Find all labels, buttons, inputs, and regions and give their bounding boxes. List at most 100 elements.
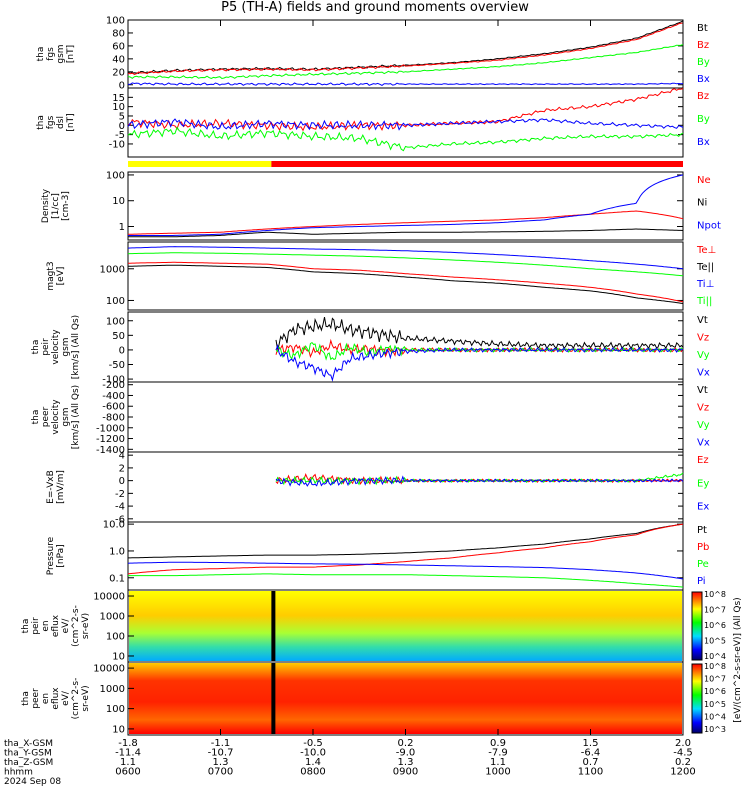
y-axis-label: tha [31,340,41,355]
legend-entry: Te⊥ [696,245,716,256]
series-line-By [127,44,684,80]
x-row-value: 0.2 [398,738,414,749]
y-axis-label: dsl [56,116,66,129]
y-axis-label: fgs [46,115,56,129]
y-tick-label: -10 [109,139,125,150]
panel-frame [127,381,684,453]
legend-entry: Vt [697,385,708,396]
y-tick-label: 60 [112,41,125,52]
y-axis-label: tha [21,691,31,706]
series-line-Ti|| [127,252,684,277]
colorbar-label: [eV/(cm^2-s-sr-eV)] (All Qs) [733,597,743,722]
legend-entry: Pe [697,559,709,570]
y-tick-label: -100 [102,375,125,386]
y-tick-label: 1.0 [109,546,125,557]
y-axis-label: Density [41,188,51,223]
y-axis-label: magt3 [46,261,56,290]
y-axis-label: en [41,693,51,704]
y-axis-label: gsm [61,337,71,356]
legend-entry: Vt [697,315,708,326]
y-tick-label: 10 [112,651,125,662]
x-row-value: 1200 [670,767,695,778]
panel-frame [127,87,684,158]
x-row-value: 2.0 [675,738,691,749]
colorbar-tick-label: 10^5 [704,637,726,646]
x-row-value: -10.7 [208,748,234,759]
colorbar [691,663,703,734]
x-row-value: 1.4 [305,757,321,768]
y-axis-label: tha [36,115,46,130]
y-tick-label: -400 [102,391,125,402]
y-tick-label: 1000 [100,612,125,623]
legend-entry: Ni [697,198,707,209]
y-tick-label: -600 [102,402,125,413]
x-row-value: -10.0 [300,748,326,759]
y-tick-label: -1000 [96,423,125,434]
series-line-Vt [275,317,684,350]
y-tick-label: -1400 [96,445,125,456]
legend-entry: Vy [697,350,710,361]
y-tick-label: 1000 [100,264,125,275]
y-tick-label: 0 [119,121,125,132]
y-axis-label: velocity [51,399,61,435]
series-line-Ex [275,475,684,487]
legend-entry: Vx [697,438,710,449]
series-line-Vx [275,344,684,382]
legend-entry: Vz [697,333,709,344]
y-tick-label: 2 [119,463,125,474]
x-row-value: -7.9 [488,748,508,759]
y-axis-label: en [41,620,51,631]
x-row-value: 0.2 [675,757,691,768]
colorbar-tick-label: 10^7 [704,606,726,615]
legend-entry: Pb [697,542,709,553]
x-row-value: -4.5 [673,748,693,759]
x-row-value: -1.1 [211,738,231,749]
colorbar-tick-label: 10^4 [704,712,726,721]
series-line-Ti⊥ [127,246,684,270]
y-axis-label: Pressure [46,536,56,575]
y-tick-label: 10 [112,102,125,113]
colorbar-tick-label: 10^7 [704,675,726,684]
series-line-Npot [128,174,684,236]
series-line-Bx [127,118,684,131]
y-tick-label: -6 [115,514,125,525]
y-axis-label: [eV] [56,267,66,286]
legend-entry: Vz [697,403,709,414]
series-line-Pe [128,573,684,588]
y-tick-label: 80 [112,28,125,39]
y-axis-label: tha [36,47,46,62]
legend-entry: Ex [697,502,709,513]
panel-frame [127,19,684,89]
x-row-value: -6.4 [581,748,601,759]
series-line-Te⊥ [128,261,684,303]
legend-entry: Bt [697,23,708,34]
legend-entry: Ti⊥ [696,279,714,290]
legend-entry: Vy [697,420,710,431]
y-axis-label: [nT] [66,113,76,131]
y-tick-label: 100 [106,704,125,715]
legend-entry: Pt [697,525,707,536]
colorbar-tick-label: 10^4 [704,652,726,661]
legend-entry: Ne [697,175,711,186]
data-gap [271,591,276,661]
legend-entry: By [697,114,710,125]
y-tick-label: 100 [106,16,125,27]
series-line-Bt [127,20,684,74]
series-line-Ne [127,210,684,235]
colorbar-tick-label: 10^8 [704,590,726,599]
y-axis-label: gsm [61,407,71,426]
panel-frame [127,171,684,241]
x-row-value: 0.9 [490,738,506,749]
y-tick-label: 20 [112,67,125,78]
panel-frame [127,451,684,523]
y-tick-label: 10000 [93,592,125,603]
x-row-label: tha_Y-GSM [4,749,52,759]
x-row-value: -1.8 [118,738,138,749]
y-tick-label: 1000 [100,684,125,695]
y-axis-label: eV/ [61,618,71,634]
y-tick-label: 100 [106,296,125,307]
y-axis-label: [mV/m] [56,470,66,504]
colorbar-tick-label: 10^5 [704,700,726,709]
y-tick-label: 10000 [93,664,125,675]
